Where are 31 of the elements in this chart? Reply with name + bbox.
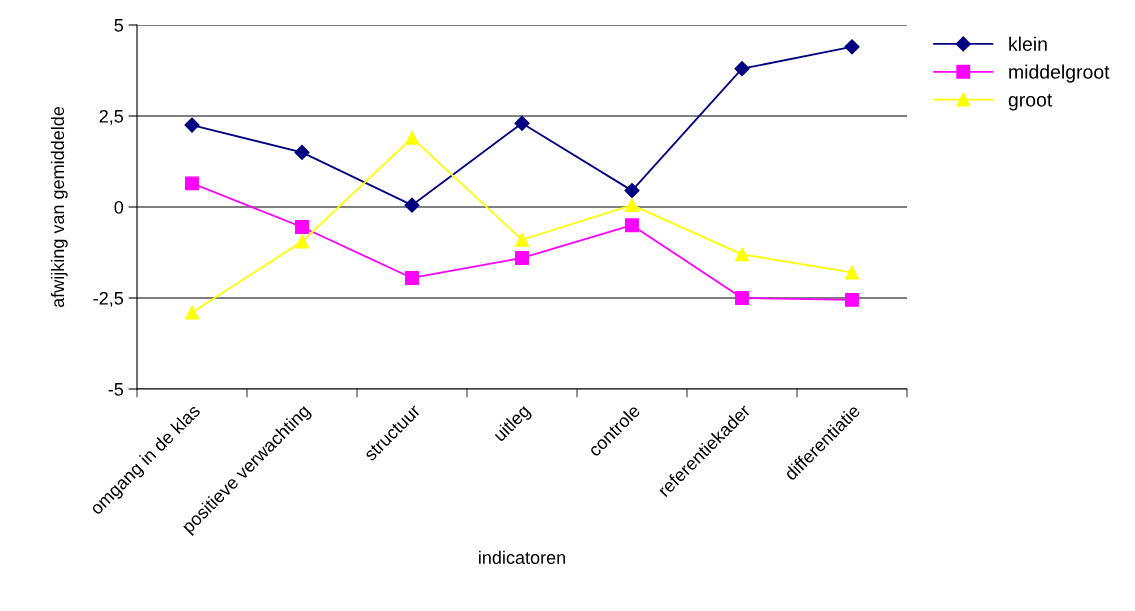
y-tick-label: 2,5 <box>99 109 124 125</box>
point <box>184 117 200 133</box>
y-tick-label: -5 <box>108 383 124 396</box>
legend-label: groot <box>1008 93 1053 111</box>
point <box>624 183 640 199</box>
point <box>845 265 859 280</box>
point <box>185 305 199 320</box>
point <box>295 234 309 249</box>
point <box>185 176 199 191</box>
point <box>845 292 859 307</box>
point <box>844 39 860 55</box>
point <box>405 130 419 145</box>
x-axis-title: indicatoren <box>479 550 565 564</box>
point <box>625 198 639 213</box>
point <box>735 291 749 305</box>
point <box>295 220 309 234</box>
legend-label: klein <box>1009 36 1047 51</box>
y-axis-title: afwijking van gemiddelde <box>50 106 68 308</box>
y-tick-label: -2,5 <box>93 291 124 307</box>
point <box>515 251 529 265</box>
point <box>514 115 530 131</box>
y-tick-label: 0 <box>114 200 124 214</box>
point <box>515 232 529 247</box>
point <box>735 247 749 262</box>
point <box>404 197 420 213</box>
point <box>405 271 419 285</box>
point <box>734 61 750 77</box>
legend-label: middelgroot <box>1009 64 1110 83</box>
point <box>625 218 639 233</box>
y-tick-label: 5 <box>114 19 124 32</box>
point <box>294 144 310 160</box>
